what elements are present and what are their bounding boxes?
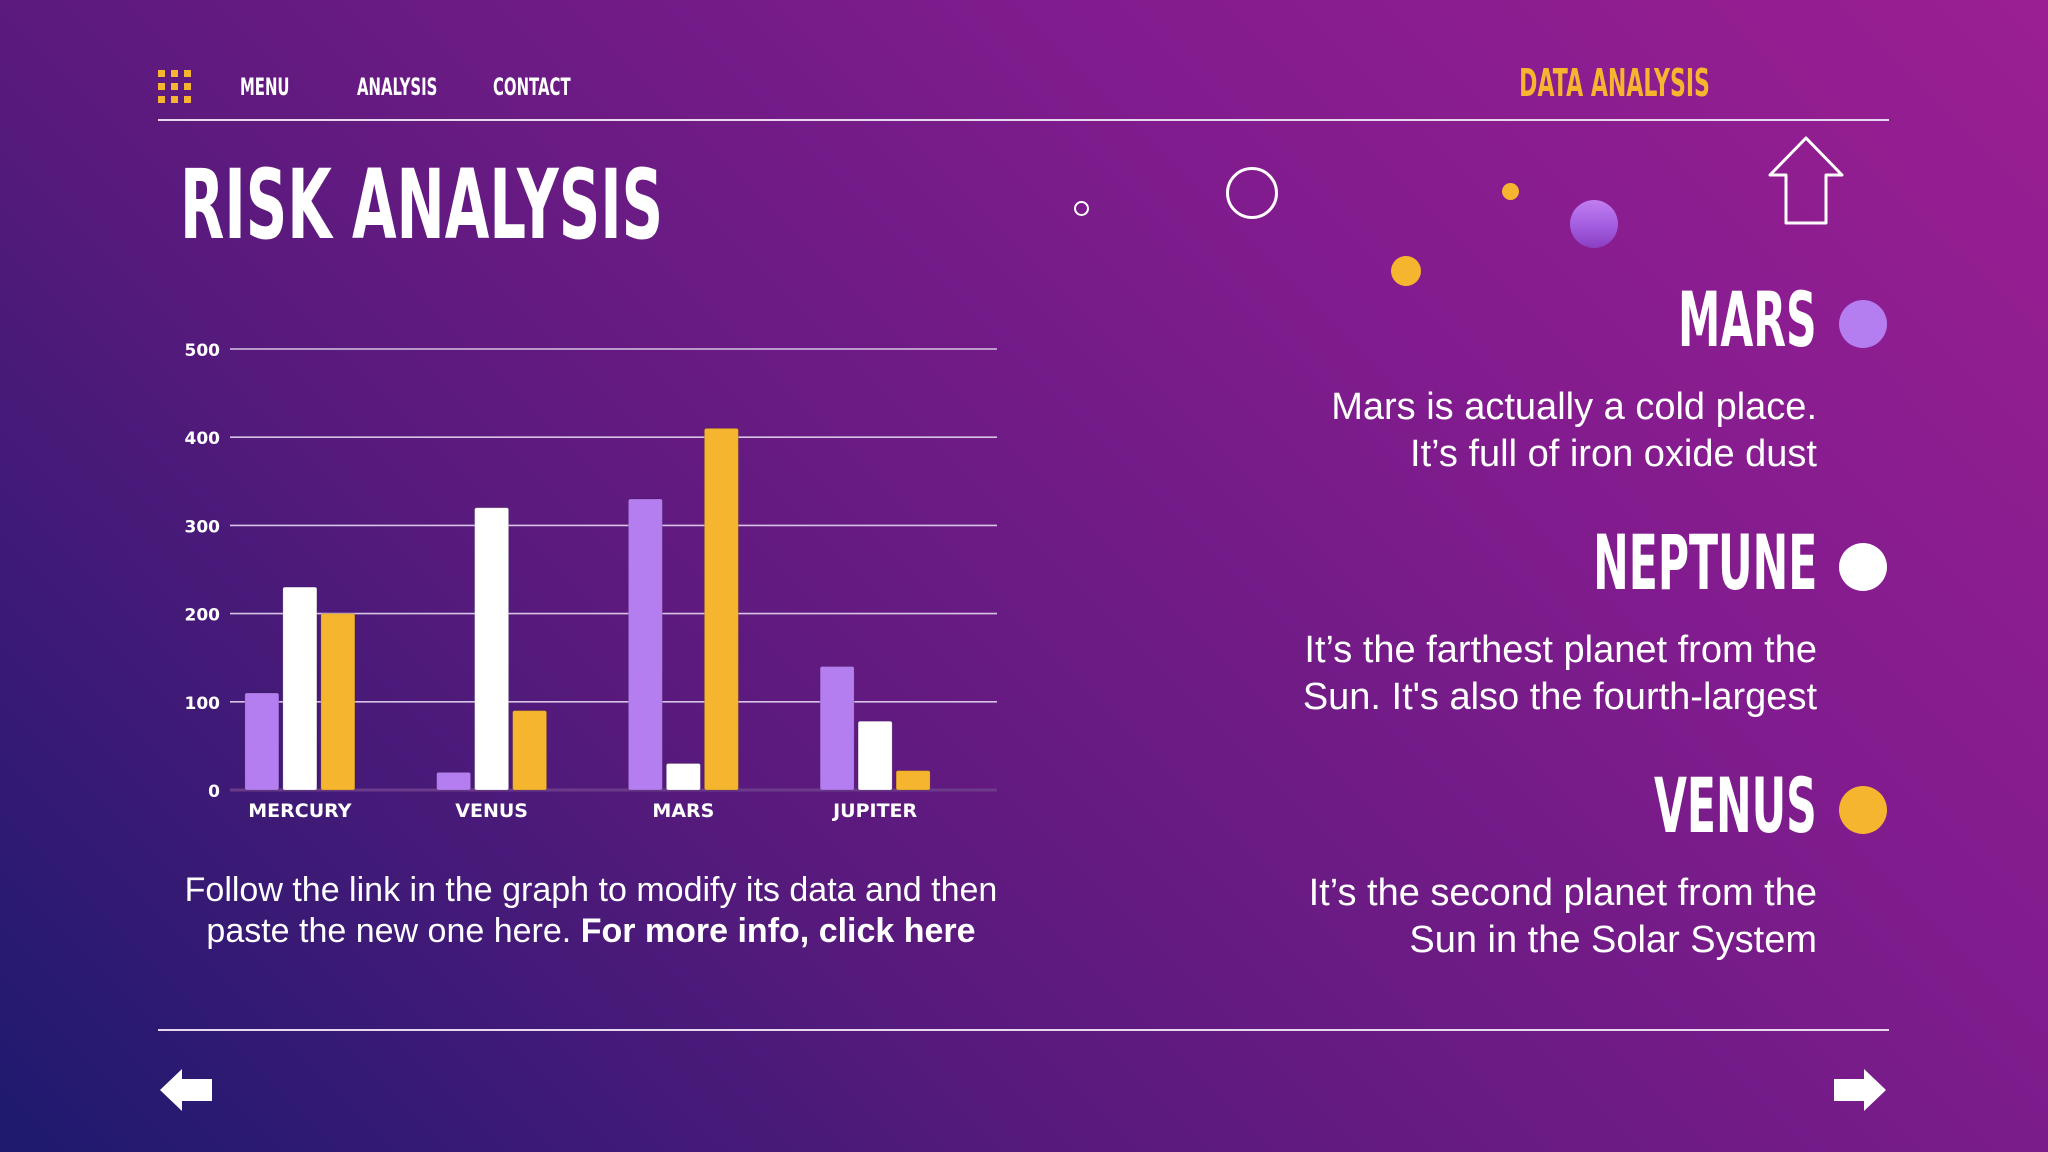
top-divider (158, 119, 1889, 121)
planet-desc-neptune: It’s the farthest planet from the Sun. I… (1197, 627, 1817, 721)
planet-desc-line: It’s the second planet from the (1308, 872, 1817, 914)
y-tick-label: 200 (185, 606, 221, 626)
x-tick-label: VENUS (455, 800, 528, 822)
chart-bar (627, 498, 663, 791)
grid-icon[interactable] (158, 70, 191, 103)
y-tick-label: 0 (208, 782, 220, 802)
yellow-dot-decoration (1502, 183, 1519, 200)
neptune-color-dot (1839, 543, 1887, 591)
x-tick-label: JUPITER (831, 800, 917, 822)
planet-desc-mars: Mars is actually a cold place. It’s full… (1197, 384, 1817, 478)
chart-bar (282, 586, 318, 791)
y-tick-label: 100 (185, 694, 221, 714)
page-title-text: RISK ANALYSIS (180, 149, 664, 261)
planet-title-venus-text: VENUS (1654, 761, 1817, 850)
venus-color-dot (1839, 786, 1887, 834)
nav-menu[interactable]: MENU (240, 70, 320, 104)
planet-desc-venus: It’s the second planet from the Sun in t… (1197, 870, 1817, 964)
more-info-link[interactable]: For more info, click here (580, 912, 976, 950)
chart-bar (819, 666, 855, 791)
planet-title-venus: VENUS (1526, 762, 1817, 851)
nav-analysis-label: ANALYSIS (357, 73, 438, 101)
planet-desc-line: Sun in the Solar System (1409, 919, 1817, 961)
bar-chart[interactable]: 0 100 200 300 400 500 MERCURY VENUS MARS JUPITER (170, 325, 1010, 835)
y-tick-label: 400 (185, 429, 221, 449)
home-icon[interactable] (1766, 135, 1846, 227)
nav-menu-label: MENU (240, 73, 290, 101)
nav-contact-label: CONTACT (493, 73, 571, 101)
arrow-right-icon[interactable] (1832, 1067, 1888, 1113)
chart-bar (665, 763, 701, 791)
small-ring-decoration (1074, 201, 1089, 216)
planet-title-mars: MARS (1569, 276, 1817, 365)
nav-analysis[interactable]: ANALYSIS (357, 70, 487, 104)
ring-decoration (1226, 167, 1278, 219)
chart-bar (474, 507, 510, 791)
planet-desc-line: Sun. It's also the fourth-largest (1302, 676, 1817, 718)
planet-title-neptune: NEPTUNE (1417, 519, 1817, 608)
caption-text: Follow the link in the graph to modify i… (184, 871, 998, 950)
page-title: RISK ANALYSIS (180, 150, 985, 261)
chart-caption: Follow the link in the graph to modify i… (170, 870, 1012, 952)
chart-bar (857, 720, 893, 791)
y-tick-label: 300 (185, 517, 221, 537)
x-tick-label: MERCURY (248, 800, 351, 822)
planet-title-neptune-text: NEPTUNE (1592, 518, 1817, 607)
x-tick-label: MARS (652, 800, 714, 822)
planet-desc-line: It’s the farthest planet from the (1304, 629, 1817, 671)
bottom-divider (158, 1029, 1889, 1031)
brand-title-text: DATA ANALYSIS (1519, 61, 1710, 105)
yellow-planet-decoration (1391, 256, 1421, 286)
nav-contact[interactable]: CONTACT (493, 70, 618, 104)
y-tick-label: 500 (185, 341, 221, 361)
arrow-left-icon[interactable] (158, 1067, 214, 1113)
planet-desc-line: It’s full of iron oxide dust (1410, 433, 1817, 475)
chart-bar (244, 692, 280, 791)
chart-bar (512, 710, 548, 791)
chart-bar (436, 771, 472, 791)
brand-title: DATA ANALYSIS (1381, 60, 1710, 107)
chart-bar (703, 427, 739, 791)
planet-desc-line: Mars is actually a cold place. (1331, 386, 1817, 428)
chart-bar (895, 770, 931, 791)
mars-color-dot (1839, 300, 1887, 348)
planet-title-mars-text: MARS (1678, 275, 1817, 364)
purple-planet-decoration (1570, 200, 1618, 248)
chart-bar (320, 613, 356, 791)
